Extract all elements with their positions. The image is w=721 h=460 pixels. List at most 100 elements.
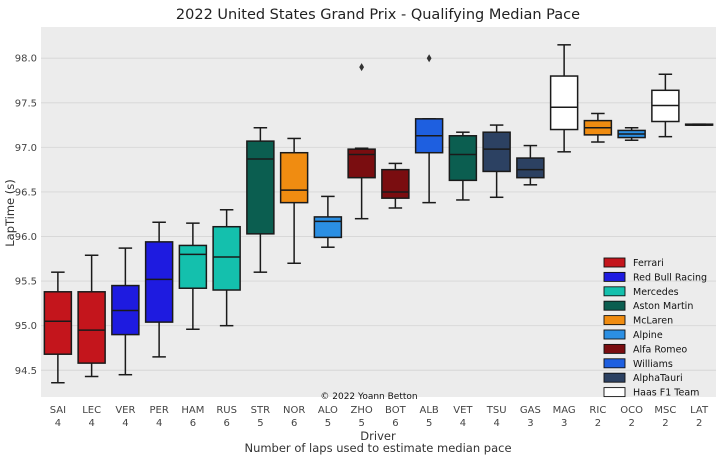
x-tick-laps-sai: 4 [55, 418, 61, 429]
y-tick-label-6: 97.5 [15, 98, 37, 109]
x-tick-laps-lat: 2 [696, 418, 702, 429]
legend-label: Mercedes [633, 287, 679, 298]
y-tick-label-7: 98.0 [15, 54, 37, 65]
x-tick-driver-sai: SAI [50, 405, 66, 416]
y-tick-label-4: 96.5 [15, 187, 37, 198]
legend-item-williams: Williams [603, 358, 673, 370]
y-tick-label-3: 96.0 [15, 232, 37, 243]
x-tick-driver-alo: ALO [318, 405, 338, 416]
y-tick-label-0: 94.5 [15, 366, 37, 377]
outlier-0 [359, 63, 365, 72]
credit-text: © 2022 Yoann Betton [320, 392, 417, 402]
x-tick-laps-lec: 4 [88, 418, 94, 429]
chart-title: 2022 United States Grand Prix - Qualifyi… [176, 7, 580, 23]
x-axis-sublabel: Number of laps used to estimate median p… [244, 441, 511, 455]
x-tick-laps-tsu: 4 [493, 418, 499, 429]
box-iqr [347, 148, 376, 179]
x-tick-driver-tsu: TSU [486, 405, 507, 416]
legend-item-ferrari: Ferrari [603, 257, 664, 269]
legend: Ferrari Red Bull Racing Mercedes Aston Mart… [603, 257, 707, 399]
box-alb [414, 54, 444, 204]
legend-item-red-bull-racing: Red Bull Racing [603, 271, 707, 283]
box-iqr [279, 151, 309, 204]
y-axis-label: LapTime (s) [3, 179, 17, 247]
legend-swatch [603, 329, 626, 340]
legend-label: Aston Martin [633, 301, 693, 312]
legend-swatch [603, 315, 626, 326]
box-per [144, 221, 174, 358]
x-tick-driver-ver: VER [115, 405, 135, 416]
x-tick-laps-str: 5 [257, 418, 263, 429]
x-tick-driver-mag: MAG [553, 405, 576, 416]
box-iqr [516, 157, 545, 179]
x-tick-laps-zho: 5 [358, 418, 364, 429]
x-tick-laps-gas: 3 [527, 418, 533, 429]
legend-label: Ferrari [633, 258, 664, 269]
legend-label: Red Bull Racing [633, 272, 707, 283]
box-ric [583, 112, 613, 143]
x-tick-laps-rus: 6 [223, 418, 229, 429]
box-gas [516, 144, 545, 186]
y-axis-ticks: 94.5 95.0 95.5 96.0 96.5 97.0 97.5 98.0 [15, 54, 37, 377]
x-tick-laps-ric: 2 [595, 418, 601, 429]
box-sai [43, 271, 73, 384]
box-mag [549, 44, 579, 153]
legend-swatch [603, 372, 626, 383]
box-tsu [482, 124, 511, 199]
legend-label: Williams [633, 359, 673, 370]
legend-swatch [603, 358, 626, 369]
legend-label: McLaren [633, 316, 673, 327]
box-bot [381, 162, 410, 209]
x-tick-driver-per: PER [149, 405, 168, 416]
x-tick-driver-ric: RIC [589, 405, 606, 416]
x-tick-laps-mag: 3 [561, 418, 567, 429]
legend-swatch [603, 387, 626, 398]
box-str [246, 126, 275, 273]
y-tick-label-2: 95.5 [15, 277, 37, 288]
legend-label: Alpine [633, 330, 663, 341]
legend-label: Haas F1 Team [633, 388, 699, 399]
x-tick-driver-ham: HAM [181, 405, 204, 416]
x-tick-laps-alb: 5 [426, 418, 432, 429]
legend-label: Alfa Romeo [633, 344, 687, 355]
x-tick-driver-nor: NOR [283, 405, 305, 416]
legend-swatch [603, 300, 626, 311]
x-tick-laps-vet: 4 [460, 418, 466, 429]
box-nor [279, 137, 309, 265]
legend-item-alpine: Alpine [603, 329, 663, 341]
box-oco [617, 126, 646, 141]
legend-item-alfa-romeo: Alfa Romeo [603, 343, 687, 355]
box-vet [448, 131, 478, 201]
x-axis-label: Driver [360, 429, 396, 443]
x-axis-ticks: SAI 4 LEC 4 VER 4 PER 4 HAM 6 RUS 6 STR 5 NOR 6 ALO 5 ZHO 5… [50, 405, 709, 429]
x-tick-driver-msc: MSC [654, 405, 676, 416]
plot-area [41, 27, 716, 397]
x-tick-laps-oco: 2 [628, 418, 634, 429]
box-rus [212, 209, 241, 327]
x-tick-driver-vet: VET [453, 405, 473, 416]
box-iqr [178, 244, 208, 289]
legend-swatch [603, 286, 626, 297]
x-tick-driver-str: STR [251, 405, 270, 416]
box-series [43, 44, 714, 384]
y-tick-label-5: 97.0 [15, 143, 37, 154]
x-tick-driver-alb: ALB [419, 405, 438, 416]
x-tick-driver-zho: ZHO [351, 405, 373, 416]
box-iqr [43, 291, 73, 355]
box-iqr [77, 291, 106, 364]
box-iqr [448, 135, 478, 182]
x-tick-driver-gas: GAS [520, 405, 541, 416]
y-tick-label-1: 95.0 [15, 321, 37, 332]
box-iqr [549, 75, 579, 131]
box-iqr [144, 241, 174, 323]
x-tick-laps-alo: 5 [325, 418, 331, 429]
outlier-0 [426, 54, 432, 63]
box-zho [347, 63, 376, 220]
box-alo [313, 195, 343, 248]
box-iqr [381, 168, 410, 199]
x-tick-driver-oco: OCO [620, 405, 643, 416]
box-ver [111, 247, 140, 376]
legend-item-mercedes: Mercedes [603, 286, 679, 298]
x-tick-laps-nor: 6 [291, 418, 297, 429]
x-tick-laps-bot: 6 [392, 418, 398, 429]
